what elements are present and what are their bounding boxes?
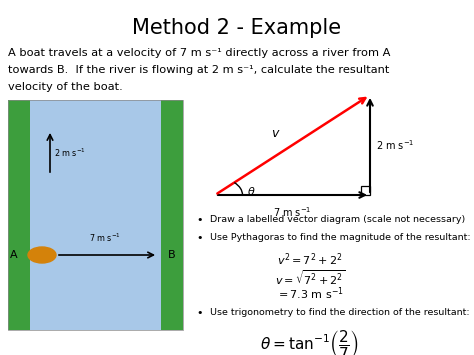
Text: •: • — [196, 233, 202, 243]
Text: Use Pythagoras to find the magnitude of the resultant:: Use Pythagoras to find the magnitude of … — [210, 233, 471, 242]
Text: A boat travels at a velocity of 7 m s⁻¹ directly across a river from A: A boat travels at a velocity of 7 m s⁻¹ … — [8, 48, 391, 58]
Text: v: v — [271, 127, 278, 140]
Bar — [8, 100, 30, 330]
Bar — [8, 100, 183, 330]
Text: towards B.  If the river is flowing at 2 m s⁻¹, calculate the resultant: towards B. If the river is flowing at 2 … — [8, 65, 389, 75]
Text: •: • — [196, 215, 202, 225]
Text: $v = \sqrt{7^2 + 2^2}$: $v = \sqrt{7^2 + 2^2}$ — [275, 268, 345, 287]
Text: B: B — [168, 250, 176, 260]
Text: Draw a labelled vector diagram (scale not necessary): Draw a labelled vector diagram (scale no… — [210, 215, 465, 224]
Text: $v^2 = 7^2 + 2^2$: $v^2 = 7^2 + 2^2$ — [277, 251, 343, 268]
Text: 7 m s$^{-1}$: 7 m s$^{-1}$ — [273, 205, 312, 219]
Text: 7 m s$^{-1}$: 7 m s$^{-1}$ — [89, 231, 121, 244]
Bar — [8, 100, 183, 330]
Text: •: • — [196, 308, 202, 318]
Text: $\theta$: $\theta$ — [247, 185, 255, 197]
Ellipse shape — [28, 247, 56, 263]
Text: Use trigonometry to find the direction of the resultant:: Use trigonometry to find the direction o… — [210, 308, 470, 317]
Text: velocity of the boat.: velocity of the boat. — [8, 82, 123, 92]
Bar — [361, 186, 370, 195]
Text: Method 2 - Example: Method 2 - Example — [132, 18, 342, 38]
Text: A: A — [10, 250, 18, 260]
Bar — [161, 100, 183, 330]
Text: $\theta = \tan^{-1}\!\left(\dfrac{2}{7}\right)$: $\theta = \tan^{-1}\!\left(\dfrac{2}{7}\… — [260, 328, 360, 355]
Text: 2 m s$^{-1}$: 2 m s$^{-1}$ — [54, 147, 86, 159]
Text: 2 m s$^{-1}$: 2 m s$^{-1}$ — [376, 138, 414, 152]
Text: $= 7.3\ \mathrm{m\ s^{-1}}$: $= 7.3\ \mathrm{m\ s^{-1}}$ — [276, 285, 344, 302]
